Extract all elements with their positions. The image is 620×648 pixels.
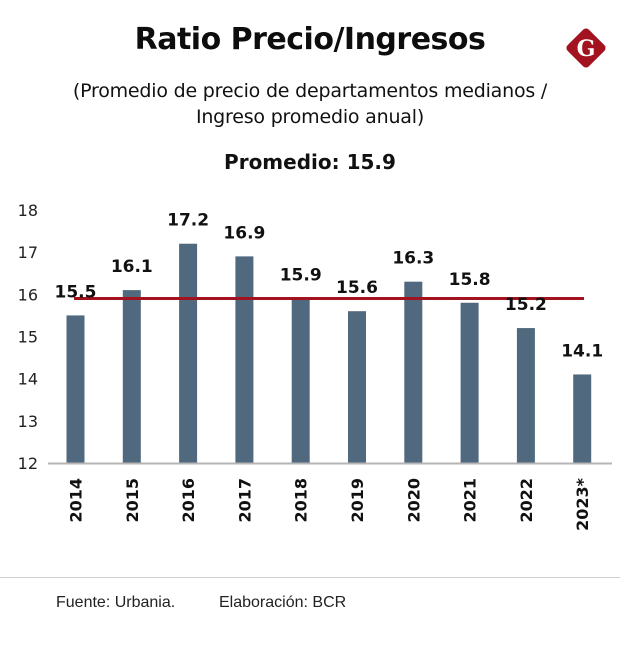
source-note: Fuente: Urbania. (56, 594, 176, 611)
bar-2023 (573, 374, 592, 463)
x-tick-label: 2018 (292, 478, 311, 523)
chart-subtitle: (Promedio de precio de departamentos med… (0, 78, 620, 130)
data-label: 16.3 (392, 249, 434, 269)
x-tick-label: 2016 (179, 478, 198, 523)
data-label: 15.5 (55, 282, 97, 302)
logo-diamond (566, 28, 606, 68)
data-label: 15.6 (336, 278, 378, 298)
x-tick-label: 2023* (573, 477, 592, 531)
bar-2016 (179, 243, 198, 463)
y-tick-label: 13 (18, 412, 38, 431)
y-tick-label: 12 (18, 454, 38, 473)
data-label: 15.2 (505, 295, 547, 315)
bar-2020 (404, 281, 423, 463)
x-tick-label: 2014 (67, 478, 86, 523)
average-label: Promedio: 15.9 (224, 150, 396, 174)
x-axis: 2014 2015 2016 2017 2018 2019 2020 2021 2022 2023… (67, 477, 593, 531)
x-tick-label: 2020 (404, 478, 423, 523)
bar-2019 (348, 311, 366, 463)
subtitle-line-1: (Promedio de precio de departamentos med… (72, 80, 548, 102)
credit-note: Elaboración: BCR (219, 594, 347, 611)
data-labels: 15.5 16.1 17.2 16.9 15.9 15.6 16.3 15.8 15.2 14.1 (55, 211, 604, 362)
data-label: 16.1 (111, 257, 153, 277)
bar-2018 (291, 298, 310, 463)
chart-title: Ratio Precio/Ingresos (134, 22, 486, 57)
data-label: 14.1 (561, 341, 603, 361)
y-tick-label: 15 (18, 328, 38, 347)
y-tick-label: 14 (18, 370, 38, 389)
bar-2015 (122, 290, 141, 463)
logo-letter: G (577, 36, 596, 62)
data-label: 17.2 (167, 211, 209, 231)
footer-divider (0, 577, 620, 578)
y-tick-label: 17 (18, 243, 38, 262)
bar-2022 (516, 328, 535, 463)
data-label: 15.8 (449, 270, 491, 290)
subtitle-line-2: Ingreso promedio anual) (195, 106, 425, 128)
x-tick-label: 2017 (235, 478, 254, 523)
x-tick-label: 2021 (461, 478, 480, 523)
bar-2014 (66, 315, 85, 463)
x-tick-label: 2015 (123, 478, 142, 523)
data-label: 16.9 (223, 223, 265, 243)
y-axis: 12 13 14 15 16 17 18 (18, 201, 38, 473)
g-diamond-logo-icon: G (566, 28, 606, 68)
bar-2017 (235, 256, 254, 463)
data-label: 15.9 (280, 266, 322, 286)
y-tick-label: 16 (18, 285, 38, 304)
bar-2021 (460, 302, 479, 463)
y-tick-label: 18 (18, 201, 38, 220)
x-tick-label: 2019 (348, 478, 367, 523)
x-tick-label: 2022 (517, 478, 536, 523)
